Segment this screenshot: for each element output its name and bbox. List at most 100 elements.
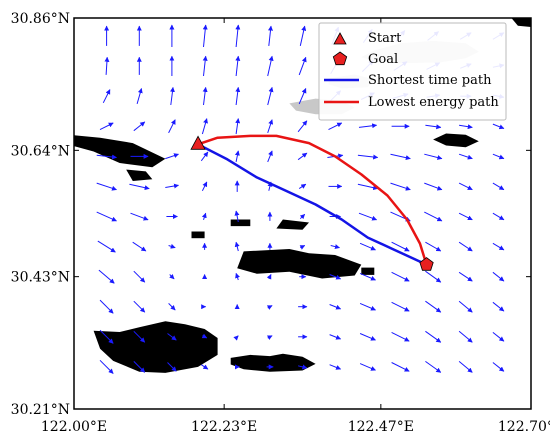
current-arrow (329, 274, 342, 280)
current-vector-field (96, 24, 505, 374)
current-arrow (99, 122, 114, 131)
current-arrow (201, 212, 207, 220)
current-arrow (299, 213, 306, 220)
x-tick-label: 122.70°E (498, 419, 550, 435)
current-arrow (168, 303, 176, 311)
current-arrow (136, 88, 143, 105)
island (74, 135, 166, 168)
current-arrow (358, 212, 378, 221)
current-arrow (458, 241, 473, 252)
current-arrow (492, 182, 505, 191)
current-arrow (297, 152, 308, 161)
current-arrow (328, 122, 343, 131)
current-arrow (424, 211, 443, 222)
current-arrow (169, 86, 175, 106)
legend-label-lowest-energy: Lowest energy path (368, 95, 499, 110)
current-arrow (458, 330, 473, 343)
current-arrow (357, 183, 379, 191)
current-arrow (390, 182, 411, 191)
x-tick-label: 122.23°E (191, 419, 257, 435)
paths-layer (197, 134, 428, 266)
current-arrow (359, 242, 376, 251)
current-arrow (234, 241, 240, 252)
current-arrow (267, 150, 273, 163)
current-arrow (168, 119, 176, 134)
current-arrow (492, 332, 505, 342)
current-arrow (165, 153, 179, 160)
y-tick-label: 30.64°N (11, 143, 70, 159)
current-arrow (391, 301, 410, 312)
current-arrow (458, 182, 473, 191)
start-triangle-icon (333, 32, 347, 45)
plot-frame (73, 17, 532, 410)
current-arrow (266, 305, 273, 310)
current-arrow (202, 55, 208, 77)
current-arrow (424, 182, 443, 191)
current-arrow (133, 270, 146, 283)
current-arrow (391, 271, 410, 282)
legend-item-lowest-energy: Lowest energy path (324, 95, 499, 110)
current-arrow (202, 24, 208, 48)
legend-item-start: Start (333, 31, 402, 46)
current-arrow (458, 271, 473, 282)
current-arrow (129, 183, 150, 191)
current-arrow (391, 362, 410, 372)
current-arrow (330, 244, 340, 250)
current-arrow (266, 274, 272, 280)
current-arrow (299, 245, 306, 250)
shortest-time-path (197, 143, 428, 266)
current-arrow (329, 334, 342, 340)
current-arrow (458, 153, 473, 160)
current-arrow (267, 86, 274, 106)
current-arrow (132, 241, 147, 252)
current-arrow (391, 331, 410, 342)
current-arrow (133, 330, 146, 343)
current-arrow (133, 121, 146, 132)
current-arrow (492, 153, 505, 160)
current-arrow (165, 183, 179, 189)
current-arrow (425, 124, 442, 130)
current-arrow (359, 272, 376, 281)
goal-pentagon-icon (332, 51, 348, 66)
current-arrow (98, 269, 115, 284)
current-arrow (358, 123, 378, 129)
current-arrow (329, 304, 342, 310)
current-arrow (200, 151, 209, 162)
island (191, 231, 205, 239)
current-arrow (234, 150, 240, 162)
current-arrow (492, 362, 505, 372)
current-arrow (298, 183, 307, 190)
legend: Start Goal Shortest time path Lowest ene… (318, 22, 507, 121)
y-tick-label: 30.86°N (11, 11, 70, 27)
current-arrow (133, 300, 146, 313)
current-arrow (492, 242, 505, 251)
current-arrow (359, 363, 376, 371)
current-arrow (425, 360, 442, 373)
current-arrow (235, 118, 241, 135)
x-tick-label: 122.47°E (348, 419, 414, 435)
y-tick-label: 30.21°N (11, 402, 70, 418)
legend-label-shortest-time: Shortest time path (368, 73, 492, 88)
current-arrow (96, 182, 117, 191)
current-arrow (97, 240, 116, 253)
current-arrow (201, 333, 208, 339)
current-arrow (169, 273, 175, 280)
current-arrow (424, 153, 443, 160)
current-arrow (390, 153, 411, 161)
current-arrow (425, 270, 442, 283)
current-arrow (458, 212, 473, 221)
current-arrow (167, 333, 177, 341)
island (230, 219, 251, 227)
current-arrow (234, 210, 240, 223)
current-arrow (425, 241, 442, 252)
current-arrow (492, 271, 505, 282)
current-arrow (104, 56, 110, 75)
current-arrow (267, 119, 274, 134)
current-arrow (459, 124, 473, 130)
goal-marker (419, 257, 434, 271)
island (237, 249, 362, 279)
legend-box (318, 22, 507, 121)
current-arrow (202, 86, 208, 106)
lowest-energy-path (197, 134, 428, 265)
